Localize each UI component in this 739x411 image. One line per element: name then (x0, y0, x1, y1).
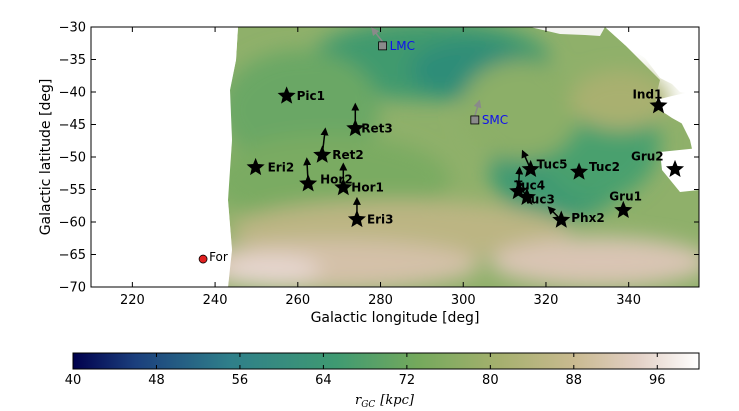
satellite-marker (517, 187, 536, 205)
satellite-label: Hor1 (351, 181, 384, 195)
satellite-marker (614, 200, 633, 218)
y-tick-label: −40 (59, 86, 86, 101)
satellite-label: Phx2 (571, 211, 604, 225)
y-axis-label: Galactic latitude [deg] (38, 79, 54, 236)
satellite-marker (649, 96, 668, 114)
satellite-label: Gru1 (609, 189, 642, 203)
colorbar (72, 352, 700, 370)
satellite-label: Eri3 (367, 212, 394, 226)
satellite-label: Eri2 (268, 160, 295, 174)
satellite-marker (509, 181, 528, 200)
colorbar-tick-label: 56 (232, 373, 249, 388)
satellite-marker (346, 118, 365, 137)
satellite-marker (246, 157, 265, 176)
x-tick-label: 220 (120, 293, 145, 308)
satellite-label: Ret3 (361, 121, 392, 135)
colorbar-tick-label: 72 (399, 373, 416, 388)
satellite-label: Tuc5 (537, 157, 568, 171)
x-axis-label: Galactic longitude [deg] (311, 310, 480, 326)
satellite-label: Hor2 (320, 173, 353, 187)
satellite-marker (299, 174, 318, 192)
x-tick-label: 300 (451, 293, 476, 308)
colorbar-label-sub: GC (361, 400, 375, 410)
x-tick-label: 260 (285, 293, 310, 308)
x-tick-label: 240 (203, 293, 228, 308)
y-tick-label: −60 (59, 216, 86, 231)
y-tick-label: −35 (59, 53, 86, 68)
colorbar-label: rGC [kpc] (355, 393, 415, 410)
cloud-label: SMC (482, 113, 508, 127)
colorbar-tick-label: 96 (649, 373, 666, 388)
colorbar-label-main: r (355, 393, 362, 408)
x-axis-ticks: 220 240 260 280 300 320 340 (120, 27, 641, 308)
cloud-motion-arrow (473, 99, 482, 117)
satellite-marker (313, 145, 332, 163)
colorbar-tick-label: 88 (566, 373, 583, 388)
x-tick-label: 280 (368, 293, 393, 308)
colorbar-tick-label: 64 (315, 373, 332, 388)
cloud-label: LMC (390, 39, 415, 53)
y-tick-label: −30 (59, 21, 86, 36)
fornax-label: For (209, 250, 228, 264)
satellite-marker (347, 209, 366, 228)
y-tick-label: −45 (59, 118, 86, 133)
y-tick-label: −55 (59, 183, 86, 198)
satellite-marker (334, 178, 353, 196)
satellite-marker (665, 159, 685, 178)
cloud-motion-arrow (371, 27, 384, 43)
overlay-layer (198, 27, 685, 264)
heatmap-field (91, 27, 699, 287)
y-tick-label: −50 (59, 151, 86, 166)
fornax-marker (198, 254, 208, 264)
satellite-marker (570, 162, 589, 180)
satellite-label: Ret2 (332, 148, 363, 162)
colorbar-label-unit: [kpc] (380, 393, 415, 408)
satellite-label: Gru2 (631, 149, 664, 163)
satellite-label: Pic1 (297, 89, 325, 103)
y-tick-label: −65 (59, 248, 86, 263)
satellite-label: Ind1 (632, 88, 662, 102)
cloud-marker (378, 41, 387, 51)
satellite-marker (552, 210, 571, 228)
colorbar-ticks: 40 48 56 64 72 80 88 96 (65, 353, 666, 388)
colorbar-tick-label: 40 (65, 373, 82, 388)
satellite-label: Tuc4 (514, 178, 545, 192)
colorbar-tick-label: 48 (148, 373, 165, 388)
satellite-label: Tuc2 (589, 160, 620, 174)
satellite-marker (277, 86, 296, 104)
x-tick-label: 340 (616, 293, 641, 308)
satellite-marker (521, 159, 540, 178)
cloud-marker (470, 115, 480, 125)
y-axis-ticks: −30 −35 −40 −45 −50 −55 −60 −65 −70 (59, 21, 699, 296)
x-tick-label: 320 (534, 293, 559, 308)
y-tick-label: −70 (59, 281, 86, 296)
colorbar-tick-label: 80 (482, 373, 499, 388)
satellite-label: Tuc3 (524, 192, 555, 206)
